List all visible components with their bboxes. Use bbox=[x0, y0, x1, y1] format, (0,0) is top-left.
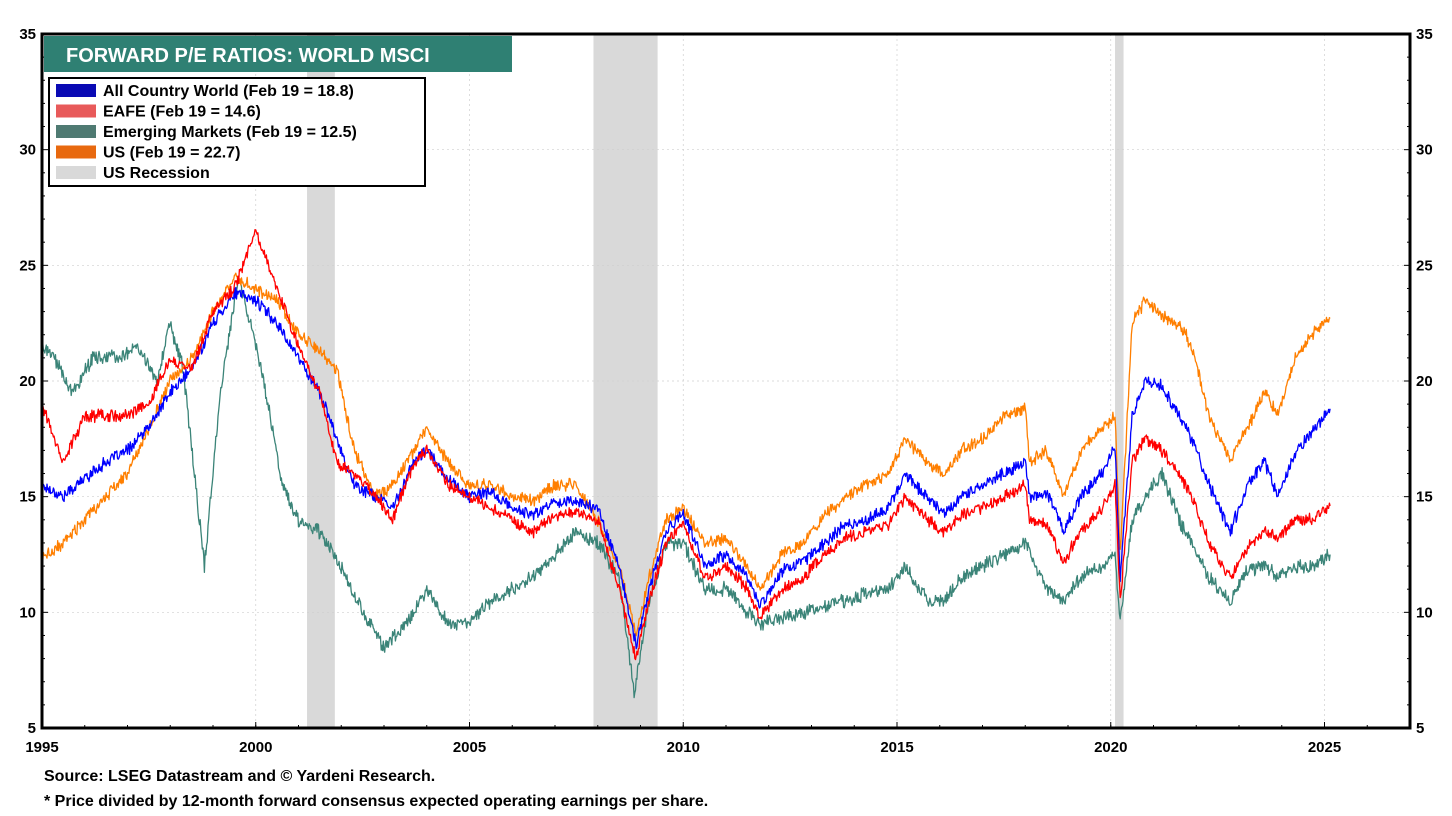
y-tick-label-right-15: 15 bbox=[1416, 489, 1433, 506]
y-tick-label-right-25: 25 bbox=[1416, 257, 1433, 274]
y-tick-label-right-10: 10 bbox=[1416, 604, 1433, 621]
y-tick-label-right-30: 30 bbox=[1416, 142, 1433, 159]
legend-label-3: US (Feb 19 = 22.7) bbox=[103, 145, 240, 162]
series-line-us bbox=[41, 272, 1331, 637]
chart-title-background bbox=[44, 36, 512, 72]
y-tick-label-left-25: 25 bbox=[19, 257, 36, 274]
x-tick-label-2005: 2005 bbox=[453, 739, 486, 756]
y-tick-label-right-5: 5 bbox=[1416, 720, 1424, 737]
y-tick-label-left-5: 5 bbox=[28, 720, 36, 737]
source-note: Source: LSEG Datastream and © Yardeni Re… bbox=[44, 768, 436, 785]
legend-swatch-3 bbox=[56, 145, 96, 159]
x-tick-label-2010: 2010 bbox=[667, 739, 700, 756]
y-tick-label-left-20: 20 bbox=[19, 373, 36, 390]
x-tick-label-2015: 2015 bbox=[880, 739, 913, 756]
chart-title-box: FORWARD P/E RATIOS: WORLD MSCI bbox=[44, 36, 512, 72]
legend: All Country World (Feb 19 = 18.8) EAFE (F… bbox=[48, 77, 426, 187]
method-note: * Price divided by 12-month forward cons… bbox=[44, 793, 709, 810]
legend-label-1: EAFE (Feb 19 = 14.6) bbox=[103, 104, 261, 121]
legend-swatch-0 bbox=[56, 84, 96, 97]
x-tick-label-2020: 2020 bbox=[1094, 739, 1127, 756]
legend-label-2: Emerging Markets (Feb 19 = 12.5) bbox=[103, 124, 357, 141]
y-tick-label-right-20: 20 bbox=[1416, 373, 1433, 390]
series-line-all-country-world bbox=[41, 286, 1331, 650]
y-tick-label-left-30: 30 bbox=[19, 142, 36, 159]
y-tick-label-left-35: 35 bbox=[19, 26, 36, 43]
legend-label-4: US Recession bbox=[103, 165, 210, 182]
legend-swatch-4 bbox=[56, 166, 96, 179]
legend-label-0: All Country World (Feb 19 = 18.8) bbox=[103, 83, 354, 100]
series-lines bbox=[41, 229, 1331, 699]
legend-frame bbox=[48, 77, 426, 187]
series-line-eafe bbox=[41, 229, 1331, 661]
y-tick-label-right-35: 35 bbox=[1416, 26, 1433, 43]
series-line-emerging-markets bbox=[41, 278, 1331, 699]
legend-swatch-1 bbox=[56, 104, 96, 118]
x-tick-label-1995: 1995 bbox=[25, 739, 58, 756]
chart-title: FORWARD P/E RATIOS: WORLD MSCI bbox=[66, 45, 430, 67]
recession-band-2 bbox=[1115, 34, 1124, 728]
x-tick-label-2000: 2000 bbox=[239, 739, 272, 756]
y-tick-label-left-15: 15 bbox=[19, 489, 36, 506]
legend-swatch-2 bbox=[56, 125, 96, 138]
x-tick-label-2025: 2025 bbox=[1308, 739, 1341, 756]
recession-bands bbox=[307, 34, 1124, 728]
y-tick-label-left-10: 10 bbox=[19, 604, 36, 621]
